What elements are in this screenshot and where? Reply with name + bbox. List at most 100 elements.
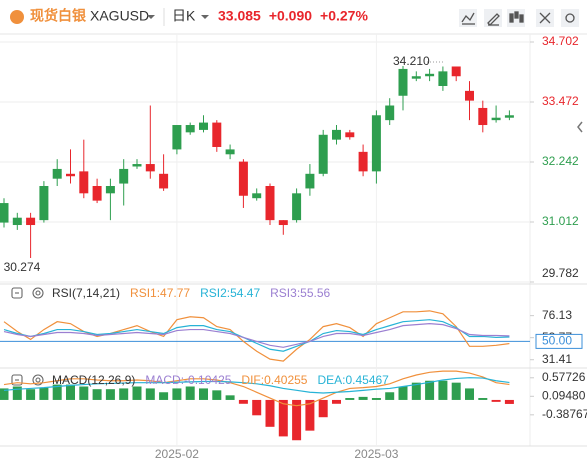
draw-button[interactable] [484,9,502,27]
legend-entry: RSI3:55.56 [270,286,330,300]
macd-bar [265,399,275,427]
candle-body [132,164,142,167]
candle-body [451,66,461,77]
y-tick-label: 0.57726 [542,370,586,384]
high-label: 34.210 [393,54,430,68]
candle-body [504,115,514,118]
candle-body [39,186,49,221]
macd-bar [185,386,195,400]
reference-label-box [535,333,583,349]
candle-body [438,71,448,86]
y-tick-label: 50.00 [542,334,572,348]
candle-body [411,76,421,79]
candle-body [345,132,355,138]
candle-body [199,122,208,130]
macd-bar [438,380,448,400]
candle-body [212,122,222,147]
candle-body [145,164,155,172]
candle-body [425,73,435,77]
macd-bar [332,399,341,404]
macd-bar [105,389,115,400]
macd-bar [132,386,142,400]
candle-body [52,168,62,179]
legend-entry: RSI2:54.47 [200,286,260,300]
macd-bar [504,399,514,404]
dropdown-arrow[interactable] [201,15,209,19]
rsi-line [3,319,510,352]
macd-bar [52,384,62,400]
low-label: 30.274 [4,260,41,274]
collapse-arrow[interactable] [577,121,583,133]
candle-body [105,186,115,194]
macd-bar [371,398,381,400]
macd-bar [358,396,368,400]
y-tick-label: 31.41 [542,352,572,366]
indicator-button[interactable] [459,9,477,27]
macd-bar [491,399,501,402]
legend-entry: DEA:0.45467 [317,373,389,387]
macd-bar [278,399,288,437]
candle-body [385,105,395,121]
macd-bar [465,388,474,400]
candle-body [79,171,89,194]
macd-bar [292,399,302,441]
macd-bar [385,392,395,400]
macd-bar [478,398,488,400]
candle-body [465,90,474,101]
y-tick-label: 31.012 [542,214,579,228]
candle-body [305,173,315,189]
price: 33.085 [218,8,261,24]
y-tick-label: 0.09480 [542,388,586,402]
candle-body [238,161,248,196]
candle-body [12,217,22,226]
candle-body [92,186,102,201]
hide-indicator-icon[interactable] [11,287,23,299]
symbol[interactable]: XAGUSD [90,8,149,24]
x-tick-label: 2025-02 [155,447,199,461]
candle-body [26,217,36,226]
macd-line [3,370,510,407]
macd-line [3,377,510,394]
macd-bar [159,392,169,400]
candle-body [491,117,501,121]
instrument-name[interactable]: 现货白银 [30,8,87,24]
y-tick-label: -0.38767 [542,407,587,421]
macd-bar [119,388,129,400]
candle-body [66,173,75,177]
candle-body [265,186,275,221]
indicator-settings-icon[interactable] [32,374,44,386]
rsi-line [3,310,510,362]
macd-bar [172,388,182,400]
macd-bar [26,389,36,400]
macd-bar [398,386,408,400]
dropdown-arrow[interactable] [147,15,155,19]
macd-bar [411,382,421,400]
candle-body [185,125,195,133]
indicator-title: MACD(12,26,9) [52,373,135,387]
rsi-line [3,323,510,348]
candle-body [398,68,408,96]
macd-bar [79,386,89,400]
macd-bar [252,399,262,416]
y-tick-label: 29.782 [542,266,579,280]
indicator-settings-icon[interactable] [32,287,44,299]
fullscreen-button[interactable] [536,9,554,27]
macd-bar [238,399,248,404]
settings-button[interactable] [561,9,579,27]
candle-body [358,151,368,172]
legend-entry: RSI1:47.77 [130,286,190,300]
macd-bar [425,380,435,400]
period[interactable]: 日K [172,8,196,24]
candle-body [0,203,9,223]
macd-bar [39,387,49,400]
macd-bar [451,382,461,400]
candle-type-button[interactable] [507,9,525,27]
hide-indicator-icon[interactable] [11,374,23,386]
legend-entry: MACD:-0.10425 [145,373,231,387]
candle-body [318,134,328,174]
candle-body [225,149,235,155]
macd-bar [12,386,22,400]
macd-bar [0,388,9,400]
macd-bar [92,389,102,400]
indicator-title: RSI(7,14,21) [52,286,120,300]
